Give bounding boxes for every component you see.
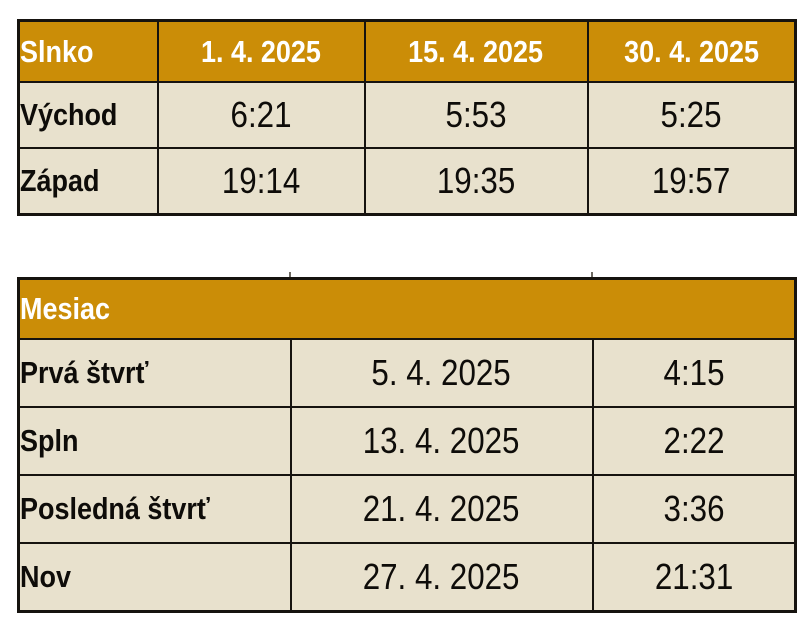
table-row: Východ 6:21 5:53 5:25	[17, 81, 797, 149]
last-quarter-date: 21. 4. 2025	[363, 488, 520, 529]
sunrise-label: Východ	[20, 97, 118, 132]
sunrise-time-1: 6:21	[230, 94, 292, 135]
sun-date-3: 30. 4. 2025	[623, 33, 759, 69]
first-quarter-time: 4:15	[663, 352, 725, 393]
sunrise-row-label-cell: Východ	[17, 81, 159, 149]
moon-phase-label-cell: Prvá štvrť	[17, 338, 292, 408]
table-row: Prvá štvrť 5. 4. 2025 4:15	[17, 338, 797, 408]
moon-phase-date-cell: 21. 4. 2025	[289, 474, 594, 544]
sunrise-time-cell: 5:25	[586, 81, 797, 149]
sun-date-column-header: 1. 4. 2025	[156, 19, 366, 83]
border-artifact-tick	[591, 272, 593, 278]
table-row: Spln 13. 4. 2025 2:22	[17, 406, 797, 476]
moon-phase-time-cell: 4:15	[591, 338, 797, 408]
sun-date-2: 15. 4. 2025	[408, 33, 544, 69]
sun-table-title-cell: Slnko	[17, 19, 159, 83]
moon-table-title: Mesiac	[20, 291, 110, 326]
sun-date-column-header: 30. 4. 2025	[586, 19, 797, 83]
sun-header-row: Slnko 1. 4. 2025 15. 4. 2025 30. 4. 2025	[17, 19, 797, 83]
moon-phase-label-cell: Nov	[17, 542, 292, 613]
last-quarter-time: 3:36	[663, 488, 725, 529]
table-row: Posledná štvrť 21. 4. 2025 3:36	[17, 474, 797, 544]
sunset-label: Západ	[20, 163, 100, 198]
new-moon-time: 21:31	[654, 556, 733, 597]
border-artifact-tick	[289, 272, 291, 278]
full-moon-time: 2:22	[663, 420, 725, 461]
sunrise-time-cell: 6:21	[156, 81, 366, 149]
moon-phase-time-cell: 3:36	[591, 474, 797, 544]
sunset-time-cell: 19:14	[156, 147, 366, 216]
moon-phase-time-cell: 21:31	[591, 542, 797, 613]
sunset-time-2: 19:35	[436, 160, 516, 201]
full-moon-date: 13. 4. 2025	[363, 420, 520, 461]
first-quarter-label: Prvá štvrť	[20, 355, 149, 390]
sunset-time-1: 19:14	[221, 160, 301, 201]
moon-table: Mesiac Prvá štvrť 5. 4. 2025 4:15 Spln	[17, 277, 797, 613]
moon-phase-time-cell: 2:22	[591, 406, 797, 476]
sun-date-1: 1. 4. 2025	[201, 33, 321, 69]
moon-phase-label-cell: Posledná štvrť	[17, 474, 292, 544]
moon-table-title-cell: Mesiac	[17, 277, 797, 340]
moon-phase-date-cell: 13. 4. 2025	[289, 406, 594, 476]
moon-header-row: Mesiac	[17, 277, 797, 340]
sun-table: Slnko 1. 4. 2025 15. 4. 2025 30. 4. 2025…	[17, 19, 797, 216]
moon-phase-date-cell: 5. 4. 2025	[289, 338, 594, 408]
moon-phase-date-cell: 27. 4. 2025	[289, 542, 594, 613]
sunset-time-cell: 19:57	[586, 147, 797, 216]
last-quarter-label: Posledná štvrť	[20, 491, 210, 526]
sunset-row-label-cell: Západ	[17, 147, 159, 216]
sun-table-title: Slnko	[20, 33, 94, 69]
sunrise-time-cell: 5:53	[363, 81, 589, 149]
full-moon-label: Spln	[20, 423, 79, 458]
sun-date-column-header: 15. 4. 2025	[363, 19, 589, 83]
new-moon-label: Nov	[20, 559, 71, 594]
sunrise-time-2: 5:53	[445, 94, 507, 135]
table-row: Nov 27. 4. 2025 21:31	[17, 542, 797, 613]
sunset-time-cell: 19:35	[363, 147, 589, 216]
sunrise-time-3: 5:25	[660, 94, 722, 135]
new-moon-date: 27. 4. 2025	[363, 556, 520, 597]
sunset-time-3: 19:57	[652, 160, 731, 201]
table-row: Západ 19:14 19:35 19:57	[17, 147, 797, 216]
first-quarter-date: 5. 4. 2025	[371, 352, 512, 393]
moon-phase-label-cell: Spln	[17, 406, 292, 476]
